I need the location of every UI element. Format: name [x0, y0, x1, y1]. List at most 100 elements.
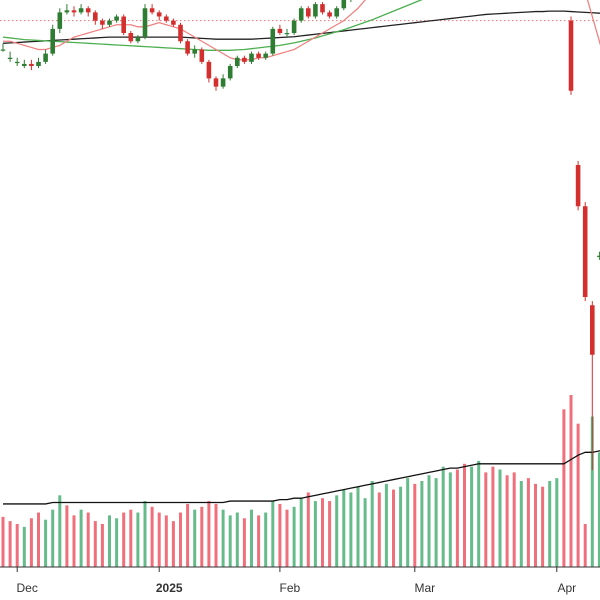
- volume-bar: [22, 526, 26, 567]
- volume-bar: [271, 501, 275, 567]
- volume-bar: [597, 452, 600, 567]
- volume-bar: [278, 503, 282, 567]
- volume-bar: [242, 518, 246, 567]
- candle-body: [575, 165, 581, 207]
- x-axis-group: Dec 2025 Feb Mar Apr: [0, 566, 600, 595]
- candle-body: [220, 78, 226, 87]
- volume-bar: [51, 509, 55, 567]
- candle-body: [263, 53, 268, 58]
- volume-bar: [313, 501, 317, 567]
- volume-bar: [93, 521, 97, 567]
- candle-body: [135, 37, 141, 42]
- volume-bar: [448, 472, 452, 567]
- candle-body: [7, 57, 13, 59]
- candle-body: [93, 12, 98, 21]
- volume-bar: [434, 478, 438, 567]
- volume-bar: [534, 483, 537, 567]
- candle-body: [14, 61, 20, 64]
- volume-bar: [342, 489, 346, 567]
- candle-body: [178, 24, 183, 42]
- volume-bar: [37, 512, 40, 567]
- candle-body: [199, 49, 205, 62]
- candle-body: [43, 53, 48, 62]
- volume-bar: [108, 515, 111, 567]
- volume-bar: [541, 486, 545, 567]
- candle-body: [185, 41, 190, 54]
- volume-bar: [406, 478, 410, 567]
- candle-body: [284, 33, 290, 35]
- candle-body: [121, 16, 126, 33]
- x-tick-label: Feb: [280, 581, 301, 595]
- candle-body: [107, 20, 112, 25]
- ma-line-black: [2, 10, 600, 44]
- candle-body: [213, 78, 219, 87]
- volume-bar: [321, 498, 324, 567]
- volume-bar: [505, 475, 509, 567]
- volume-bar: [498, 469, 502, 567]
- x-tick-label: Dec: [17, 581, 38, 595]
- volume-bar: [200, 506, 204, 567]
- x-tick-label: Mar: [414, 581, 435, 595]
- candle-body: [306, 8, 311, 17]
- volume-bar: [299, 498, 303, 567]
- volume-bars-group: [1, 395, 600, 567]
- volume-bar: [491, 466, 495, 567]
- volume-bar: [335, 495, 339, 567]
- volume-bar: [122, 512, 126, 567]
- volume-bar: [171, 521, 175, 567]
- volume-bar: [1, 516, 5, 567]
- candle-body: [249, 53, 254, 62]
- volume-bar: [143, 501, 147, 567]
- volume-bar: [214, 503, 218, 567]
- volume-bar: [150, 506, 154, 567]
- candle-body: [164, 16, 169, 21]
- volume-bar: [157, 512, 161, 567]
- candle-body: [270, 28, 276, 54]
- candle-body: [590, 305, 595, 355]
- candle-body: [597, 255, 600, 257]
- volume-bar: [129, 509, 133, 567]
- volume-bar: [136, 512, 140, 567]
- volume-bar: [228, 515, 232, 567]
- volume-bar: [292, 506, 296, 567]
- volume-bar: [399, 486, 403, 567]
- candle-body: [36, 61, 41, 66]
- candle-body: [100, 20, 105, 25]
- candle-body: [341, 0, 347, 9]
- candle-body: [171, 20, 176, 25]
- candle-body: [206, 61, 212, 79]
- candle-body: [256, 53, 261, 58]
- volume-bar: [44, 519, 48, 567]
- volume-bar: [363, 498, 367, 567]
- volume-bar: [526, 478, 530, 567]
- volume-bar: [555, 478, 559, 567]
- volume-bar: [477, 460, 481, 567]
- volume-bar: [370, 481, 374, 567]
- candle-body: [50, 28, 55, 54]
- volume-bar: [377, 492, 381, 567]
- volume-bar: [100, 524, 104, 567]
- candle-body: [582, 206, 588, 297]
- volume-bar: [257, 515, 261, 567]
- volume-bar: [441, 466, 445, 567]
- volume-bar: [519, 481, 523, 567]
- volume-bar: [349, 492, 353, 567]
- volume-bar: [79, 509, 83, 567]
- candle-body: [85, 8, 91, 13]
- candle-body: [114, 16, 119, 21]
- volume-bar: [306, 492, 310, 567]
- volume-bar: [115, 518, 119, 567]
- volume-bar: [29, 518, 33, 567]
- volume-bar: [427, 475, 431, 567]
- candle-body: [64, 10, 70, 13]
- volume-bar: [250, 509, 253, 567]
- candle-body: [192, 49, 197, 54]
- volume-bar: [384, 483, 388, 567]
- volume-bar: [548, 481, 552, 567]
- volume-bar: [8, 521, 12, 567]
- x-tick-label: 2025: [156, 581, 183, 595]
- volume-bar: [285, 509, 289, 567]
- candle-body: [142, 8, 148, 38]
- volume-bar: [179, 512, 182, 567]
- volume-bar: [470, 466, 474, 567]
